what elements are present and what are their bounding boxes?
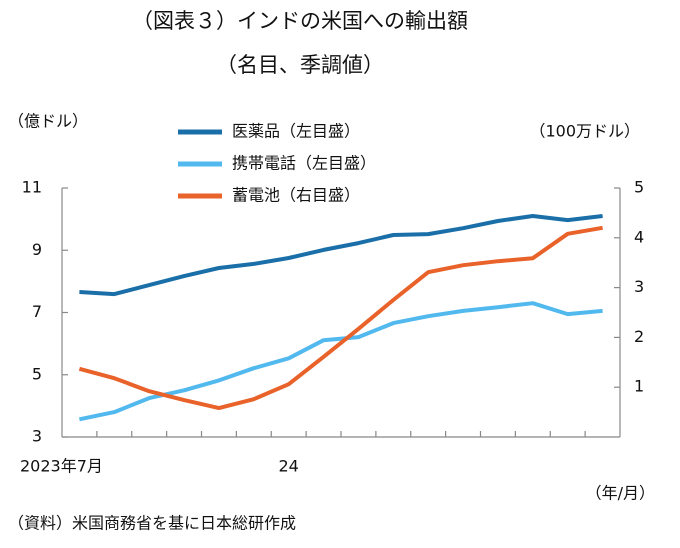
x-axis-label: （年/月） — [586, 484, 655, 503]
y-tick-label: 11 — [22, 178, 42, 197]
y-tick-label: 9 — [32, 240, 42, 259]
y2-axis-label: （100万ドル） — [529, 122, 640, 141]
y2-tick-label: 1 — [634, 377, 644, 396]
legend-label: 携帯電話（左目盛） — [232, 154, 376, 173]
chart-title: （図表３）インドの米国への輸出額 — [132, 9, 468, 33]
y2-tick-label: 3 — [634, 277, 644, 296]
series-line — [78, 225, 603, 411]
series-line — [79, 214, 603, 297]
y2-tick-label: 5 — [634, 178, 644, 197]
y2-tick-label: 2 — [634, 327, 644, 346]
y2-tick-label: 4 — [634, 227, 644, 246]
chart-subtitle: （名目、季調値） — [216, 53, 384, 77]
source-note: （資料）米国商務省を基に日本総研作成 — [8, 514, 296, 533]
legend-label: 蓄電池（右目盛） — [232, 186, 360, 205]
y-tick-label: 7 — [32, 302, 42, 321]
legend-label: 医薬品（左目盛） — [232, 122, 360, 141]
series-line — [78, 301, 603, 422]
y-axis-label: （億ドル） — [8, 112, 88, 131]
y-tick-label: 5 — [32, 364, 42, 383]
y-tick-label: 3 — [32, 427, 42, 446]
x-tick-label: 2023年7月 — [20, 457, 103, 476]
x-tick-label: 24 — [279, 457, 299, 476]
